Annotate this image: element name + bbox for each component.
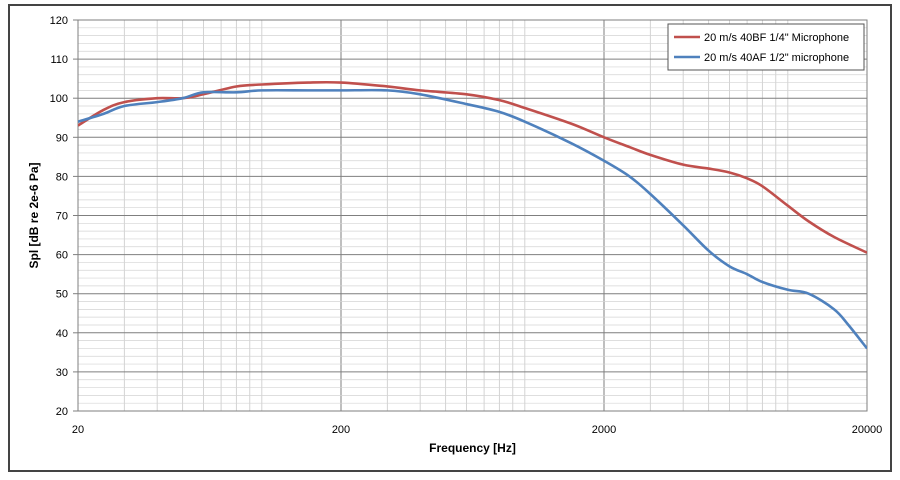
x-tick-label: 200 xyxy=(332,424,350,436)
axis-ticks: 20 30 40 50 60 70 80 90 100 110 120 20 200 2000 20000 xyxy=(50,15,883,436)
y-tick-label: 60 xyxy=(56,250,68,262)
y-tick-label: 110 xyxy=(50,54,68,66)
y-tick-label: 30 xyxy=(56,367,68,379)
y-tick-label: 40 xyxy=(56,328,68,340)
y-tick-label: 100 xyxy=(50,93,68,105)
y-tick-label: 120 xyxy=(50,15,68,27)
y-tick-label: 20 xyxy=(56,406,68,418)
series-line-1 xyxy=(78,80,867,254)
x-tick-label: 20 xyxy=(72,424,84,436)
x-tick-label: 2000 xyxy=(592,424,616,436)
series-lines xyxy=(78,80,867,350)
y-tick-label: 90 xyxy=(56,132,68,144)
y-tick-label: 80 xyxy=(56,171,68,183)
y-tick-label: 70 xyxy=(56,211,68,223)
legend-box xyxy=(667,23,865,71)
legend-label-1: 20 m/s 40BF 1/4" Microphone xyxy=(704,32,849,44)
x-tick-label: 20000 xyxy=(852,424,883,436)
y-tick-label: 50 xyxy=(56,289,68,301)
legend: 20 m/s 40BF 1/4" Microphone 20 m/s 40AF 1… xyxy=(667,23,865,71)
x-axis-label: Frequency [Hz] xyxy=(429,441,516,455)
grid xyxy=(77,19,868,412)
y-axis-label: Spl [dB re 2e-6 Pa] xyxy=(27,162,41,268)
series-line-2 xyxy=(78,88,867,350)
legend-label-2: 20 m/s 40AF 1/2" microphone xyxy=(704,52,849,64)
